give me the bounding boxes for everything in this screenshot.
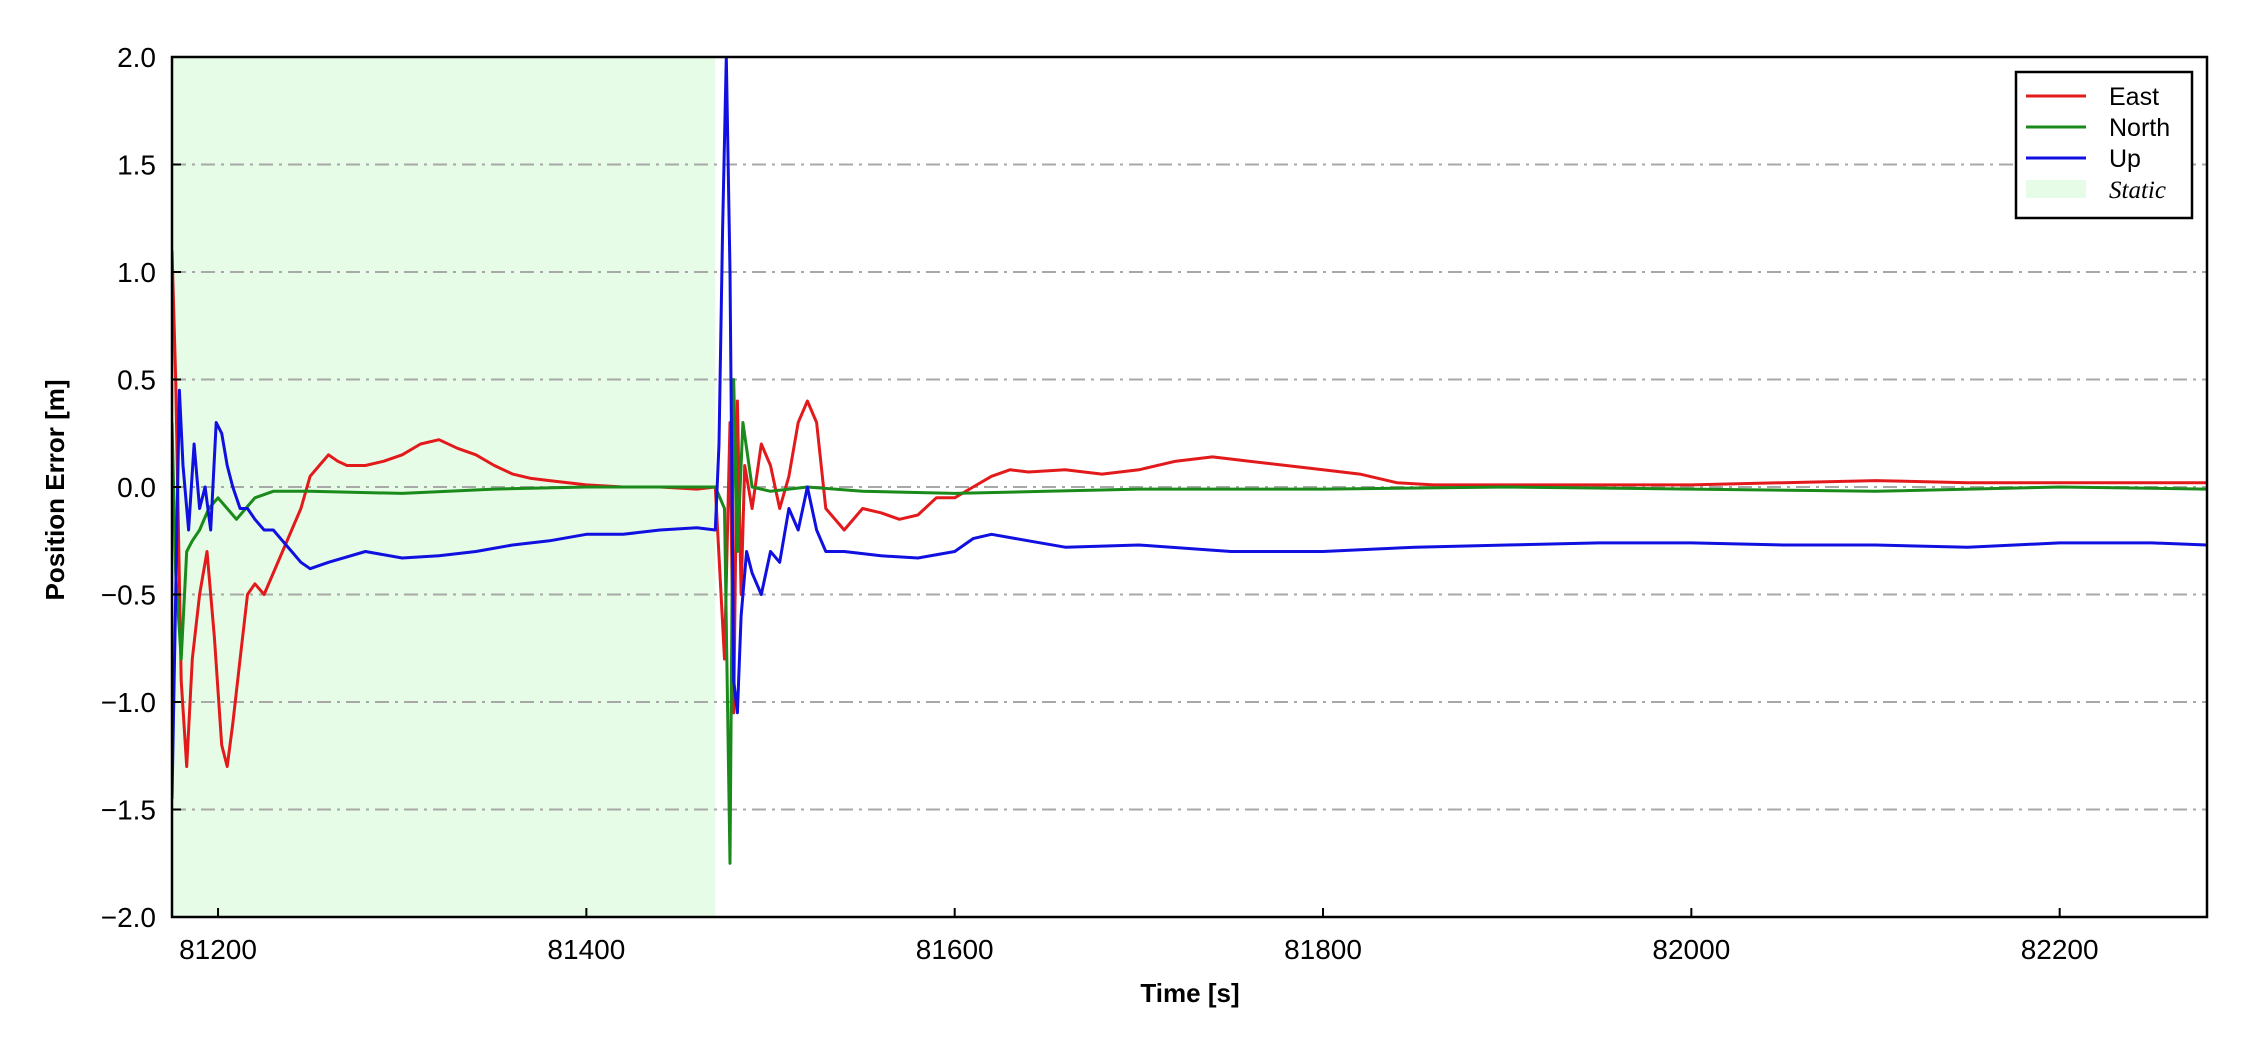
series-line-east: [172, 250, 2207, 768]
y-tick-label-2: −1.0: [101, 687, 156, 718]
legend-label-north: North: [2109, 114, 2170, 142]
y-tick-label-7: 1.5: [117, 150, 156, 181]
series-line-up: [172, 57, 2207, 799]
x-tick-label-0: 81200: [179, 934, 257, 965]
legend-label-static: Static: [2109, 177, 2166, 204]
y-tick-label-5: 0.5: [117, 365, 156, 396]
x-tick-label-1: 81400: [547, 934, 625, 965]
legend: East North Up Static: [2014, 70, 2194, 220]
x-tick-label-2: 81600: [916, 934, 994, 965]
y-tick-label-6: 1.0: [117, 257, 156, 288]
legend-label-east: East: [2109, 83, 2159, 111]
x-tick-label-3: 81800: [1284, 934, 1362, 965]
x-tick-label-5: 82200: [2021, 934, 2099, 965]
legend-label-up: Up: [2109, 145, 2141, 173]
y-tick-label-0: −2.0: [101, 902, 156, 933]
y-tick-label-3: −0.5: [101, 580, 156, 611]
x-axis-title: Time [s]: [1140, 978, 1239, 1008]
legend-swatch-static: [2026, 180, 2086, 198]
grid-lines: [172, 163, 2207, 811]
y-tick-label-8: 2.0: [117, 42, 156, 73]
y-tick-label-4: 0.0: [117, 472, 156, 503]
y-tick-label-1: −1.5: [101, 795, 156, 826]
x-tick-label-4: 82000: [1652, 934, 1730, 965]
y-axis-title: Position Error [m]: [40, 379, 70, 600]
series-lines: [172, 57, 2207, 865]
ticks: 81200 81400 81600 81800 82000 82200 −2.0 −1.5 −1…: [101, 42, 2099, 965]
